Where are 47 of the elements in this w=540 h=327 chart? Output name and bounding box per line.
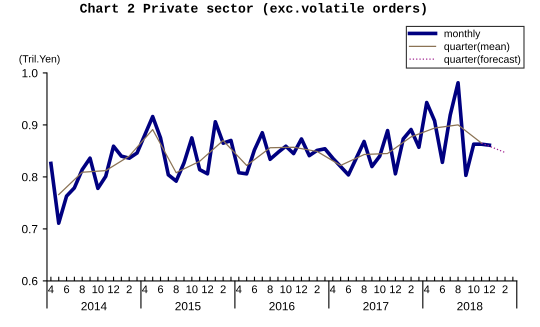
x-tick-label: 4 (424, 285, 430, 294)
text: 2016 (269, 302, 294, 310)
x-tick-label: 4 (236, 285, 242, 294)
y-tick-label: 0.9 (22, 120, 38, 130)
text: 2018 (457, 302, 482, 310)
x-tick-label: 4 (142, 285, 148, 294)
text: 2015 (175, 302, 201, 310)
legend-label: quarter(forecast) (444, 55, 520, 65)
x-tick-label: 6 (346, 285, 352, 294)
x-tick-label: 6 (64, 285, 70, 294)
y-tick-label: 0.6 (22, 276, 38, 286)
line-series (58, 124, 482, 196)
x-tick-label: 2 (408, 285, 414, 294)
y-tick-label: 1.0 (22, 68, 38, 78)
x-tick-label: 8 (174, 285, 179, 294)
y-tick-label: 0.7 (22, 224, 38, 234)
x-tick-label: 10 (468, 285, 480, 294)
x-tick-label: 2 (314, 285, 320, 294)
line-series (49, 80, 492, 225)
x-tick-label: 10 (374, 285, 386, 294)
x-tick-label: 2 (220, 285, 226, 294)
x-tick-label: 2 (502, 285, 508, 294)
x-tick-label: 4 (48, 285, 54, 294)
x-tick-label: 8 (361, 285, 367, 294)
x-tick-label: 12 (108, 285, 120, 294)
y-tick-label: 0.8 (22, 172, 38, 182)
x-tick-label: 8 (268, 285, 273, 294)
x-tick-label: 4 (330, 285, 336, 294)
y-axis-title: (Tril.Yen) (19, 54, 60, 65)
x-tick-label: 8 (455, 285, 461, 294)
x-tick-label: 6 (158, 285, 164, 294)
x-tick-label: 12 (390, 285, 402, 294)
chart-title: Chart 2 Private sector (exc.volatile orders) (80, 3, 426, 16)
legend-label: monthly (444, 30, 480, 40)
x-tick-label: 8 (80, 285, 85, 294)
x-tick-label: 12 (202, 285, 214, 294)
x-tick-label: 10 (280, 285, 292, 294)
text: 2014 (81, 302, 107, 310)
x-tick-label: 12 (296, 285, 308, 294)
x-tick-label: 2 (126, 285, 132, 294)
text: 2017 (363, 302, 388, 310)
x-tick-label: 10 (92, 285, 104, 294)
x-tick-label: 10 (186, 285, 198, 294)
x-tick-label: 6 (440, 285, 445, 294)
x-tick-label: 12 (484, 285, 495, 294)
legend-label: quarter(mean) (444, 42, 510, 52)
x-tick-label: 6 (252, 285, 258, 294)
